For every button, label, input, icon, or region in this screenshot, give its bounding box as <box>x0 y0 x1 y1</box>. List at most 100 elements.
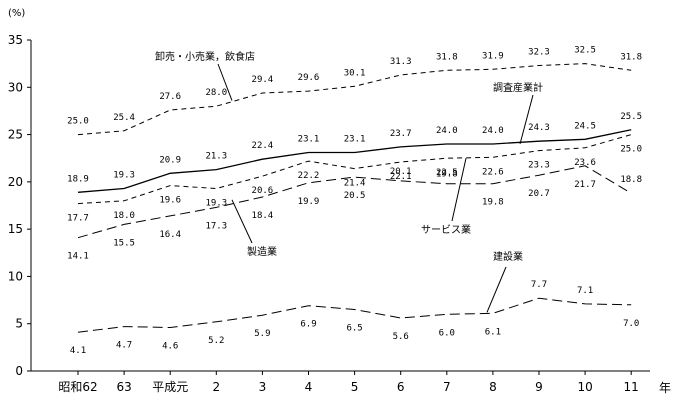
data-label: 32.5 <box>574 46 596 56</box>
data-label: 6.9 <box>300 320 316 330</box>
data-label: 24.5 <box>574 121 596 131</box>
data-label: 5.9 <box>254 329 270 339</box>
x-tick-label: 7 <box>443 380 451 394</box>
data-label: 5.2 <box>208 336 224 346</box>
x-tick-label: 6 <box>397 380 405 394</box>
y-tick-label: 35 <box>8 33 23 47</box>
data-label: 18.9 <box>67 174 89 184</box>
data-labels: 25.0 25.4 27.6 28.0 29.4 29.6 30.1 31.3 31.8 31.9… <box>67 46 642 357</box>
x-tick-label: 11 <box>624 380 639 394</box>
data-label: 27.6 <box>159 92 181 102</box>
data-label: 22.1 <box>390 172 412 182</box>
data-label: 25.4 <box>113 113 135 123</box>
y-tick-label: 0 <box>15 364 23 378</box>
x-tick-label: 10 <box>577 380 592 394</box>
x-tick-label: 5 <box>351 380 359 394</box>
x-tick-label: 3 <box>259 380 267 394</box>
series-name-label: 建設業 <box>493 250 523 263</box>
data-label: 18.0 <box>113 211 135 221</box>
data-label: 17.3 <box>205 221 227 231</box>
data-label: 16.4 <box>159 230 181 240</box>
data-label: 21.7 <box>574 180 596 190</box>
axes: 0 5 10 15 20 25 30 35 昭和62 63 平成元 2 3 4 5 6 7 8 9 10 11 <box>8 33 650 394</box>
data-label: 24.0 <box>482 126 504 136</box>
x-tick-label: 4 <box>305 380 313 394</box>
data-label: 15.5 <box>113 238 135 248</box>
data-label: 23.3 <box>528 161 550 171</box>
data-label: 19.8 <box>482 198 504 208</box>
data-label: 4.7 <box>116 341 132 351</box>
x-tick-label: 2 <box>212 380 220 394</box>
data-label: 32.3 <box>528 48 550 58</box>
data-label: 22.5 <box>436 168 458 178</box>
data-label: 21.3 <box>205 152 227 162</box>
data-label: 17.7 <box>67 214 89 224</box>
data-label: 30.1 <box>344 68 366 78</box>
data-label: 19.8 <box>436 170 458 180</box>
data-label: 19.3 <box>113 170 135 180</box>
data-label: 23.1 <box>344 135 366 145</box>
data-label: 20.6 <box>252 186 274 196</box>
y-tick-label: 5 <box>15 317 23 331</box>
x-tick-label: 昭和62 <box>58 380 97 394</box>
y-unit-label: (%) <box>8 8 25 19</box>
data-label: 14.1 <box>67 252 89 262</box>
data-label: 23.6 <box>574 158 596 168</box>
series-name-label: 調査産業計 <box>493 81 543 94</box>
data-label: 20.9 <box>159 155 181 165</box>
data-label: 19.6 <box>159 196 181 206</box>
series-name-label: 卸売・小売業，飲食店 <box>155 50 255 63</box>
data-label: 24.0 <box>436 126 458 136</box>
data-label: 22.2 <box>298 171 320 181</box>
data-label: 18.8 <box>620 175 642 185</box>
series-line-1 <box>77 129 632 193</box>
data-label: 19.9 <box>298 197 320 207</box>
series-leader-line <box>486 266 507 313</box>
x-tick-label: 平成元 <box>152 380 188 394</box>
data-label: 29.4 <box>252 75 274 85</box>
data-label: 23.7 <box>390 129 412 139</box>
series-line-0 <box>77 63 632 136</box>
data-label: 23.1 <box>298 135 320 145</box>
data-label: 20.7 <box>528 189 550 199</box>
data-label: 28.0 <box>205 88 227 98</box>
data-label: 21.4 <box>344 179 366 189</box>
series-leader-line <box>217 63 233 101</box>
data-label: 6.0 <box>439 328 455 338</box>
series-lines <box>77 63 632 333</box>
data-label: 31.3 <box>390 57 412 67</box>
data-label: 4.1 <box>70 346 86 356</box>
series-leader-line <box>231 199 253 244</box>
series-line-4 <box>77 297 632 333</box>
data-label: 6.5 <box>346 324 362 334</box>
y-tick-label: 10 <box>8 269 23 283</box>
series-leader-line <box>519 94 534 145</box>
data-label: 7.1 <box>577 286 593 296</box>
x-tick-label: 63 <box>116 380 131 394</box>
data-label: 25.0 <box>620 145 642 155</box>
data-label: 20.1 <box>390 167 412 177</box>
y-tick-label: 25 <box>8 128 23 142</box>
data-label: 20.5 <box>344 191 366 201</box>
x-tick-label: 9 <box>535 380 543 394</box>
data-label: 6.1 <box>485 327 501 337</box>
series-name-label: 製造業 <box>247 245 277 258</box>
data-label: 31.8 <box>436 52 458 62</box>
data-label: 31.8 <box>620 52 642 62</box>
data-label: 19.3 <box>205 198 227 208</box>
series-line-3 <box>77 165 632 239</box>
series-line-2 <box>77 134 632 205</box>
data-label: 25.0 <box>67 117 89 127</box>
data-label: 7.7 <box>531 280 547 290</box>
y-tick-label: 30 <box>8 80 23 94</box>
data-label: 18.4 <box>252 211 274 221</box>
data-label: 25.5 <box>620 112 642 122</box>
data-label: 4.6 <box>162 341 178 351</box>
data-label: 5.6 <box>393 332 409 342</box>
y-tick-label: 20 <box>8 175 23 189</box>
y-tick-label: 15 <box>8 222 23 236</box>
data-label: 24.3 <box>528 123 550 133</box>
